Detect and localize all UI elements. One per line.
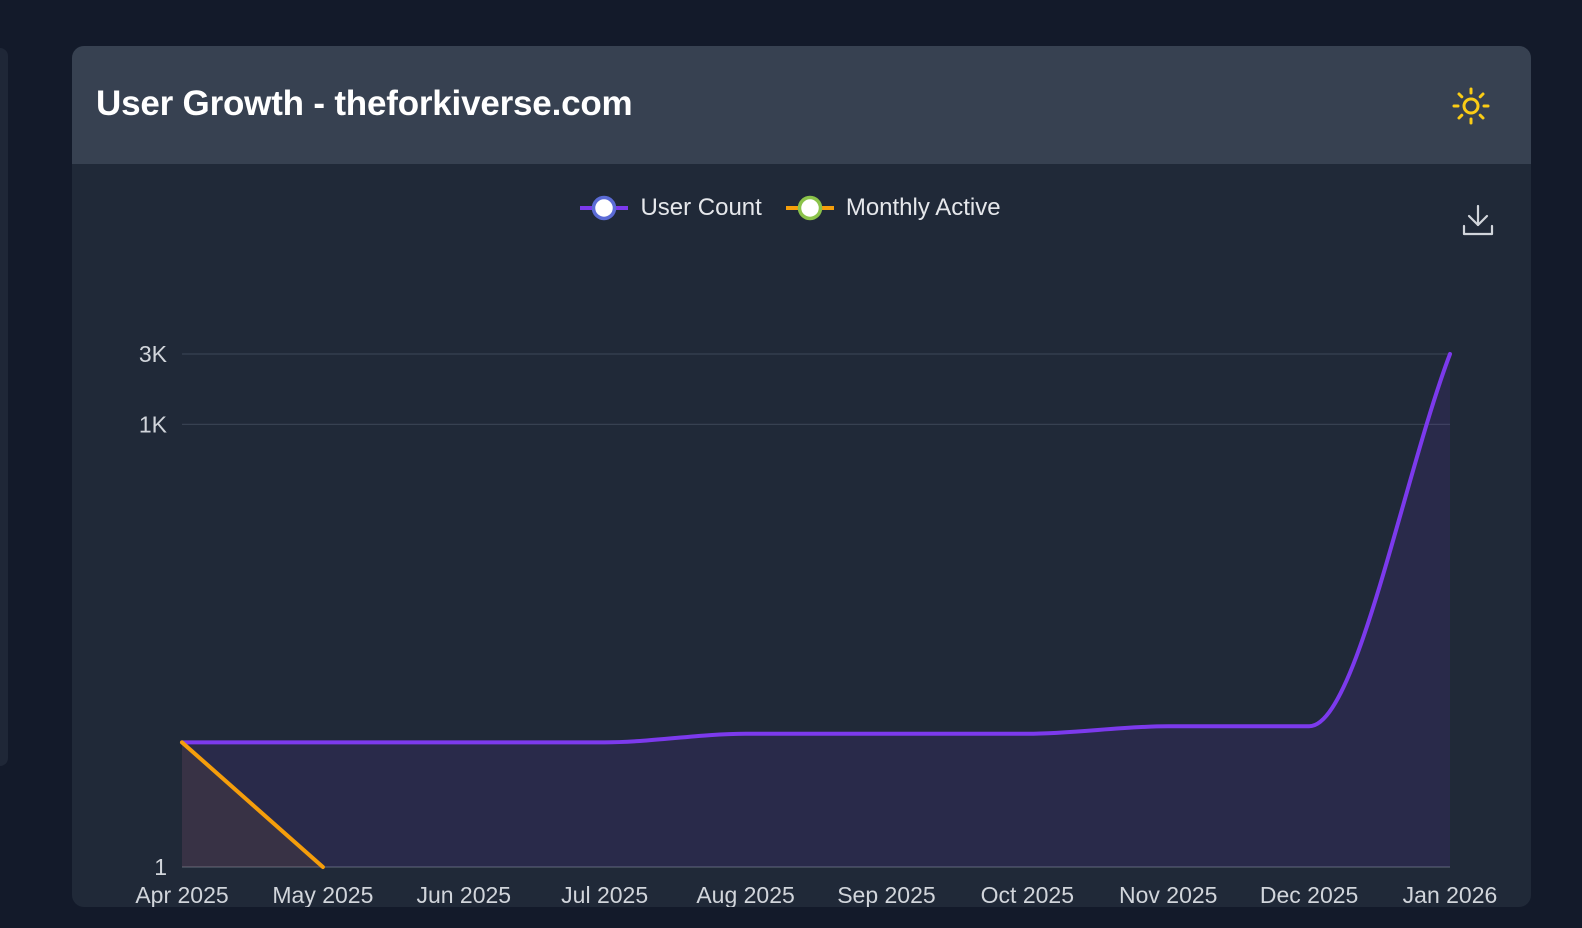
side-panel <box>0 48 8 766</box>
y-axis-ticks: 1 1K 3K <box>139 341 168 880</box>
x-tick-label: Jun 2025 <box>416 882 511 907</box>
x-tick-label: Jul 2025 <box>561 882 648 907</box>
x-tick-label: Oct 2025 <box>981 882 1074 907</box>
x-tick-label: Aug 2025 <box>696 882 794 907</box>
legend-label-monthly-active: Monthly Active <box>845 194 1001 221</box>
legend-marker-user-count <box>580 195 629 221</box>
chart-legend: User Count Monthly Active <box>72 194 1519 222</box>
y-tick-label: 1 <box>154 854 167 880</box>
x-tick-label: May 2025 <box>272 882 373 907</box>
series-line-monthly-active <box>180 740 325 869</box>
download-chart-button[interactable] <box>1460 202 1496 238</box>
line-layer <box>180 352 1452 869</box>
grid-layer <box>182 353 1450 868</box>
legend-label-user-count: User Count <box>640 194 762 221</box>
x-tick-label: Nov 2025 <box>1119 882 1217 907</box>
legend-item-monthly-active[interactable]: Monthly Active <box>784 194 1001 222</box>
series-line-user-count <box>180 352 1452 745</box>
area-user-count <box>182 354 1450 867</box>
sun-icon <box>1452 87 1490 125</box>
card-header: User Growth - theforkiverse.com <box>72 46 1531 164</box>
download-icon <box>1462 204 1494 236</box>
x-tick-label: Apr 2025 <box>135 882 228 907</box>
x-tick-label: Sep 2025 <box>837 882 935 907</box>
area-layer <box>182 354 1450 867</box>
x-tick-label: Jan 2026 <box>1403 882 1498 907</box>
x-axis-ticks: Apr 2025 May 2025 Jun 2025 Jul 2025 Aug 2025… <box>135 882 1497 907</box>
theme-toggle-button[interactable] <box>1451 86 1491 126</box>
card-title: User Growth - theforkiverse.com <box>96 84 633 123</box>
x-tick-label: Dec 2025 <box>1260 882 1358 907</box>
line-chart: 1 1K 3K Apr 2025 May 2025 Jun 2025 Jul 2025 Au… <box>135 341 1497 907</box>
y-tick-label: 1K <box>139 411 168 437</box>
chart-card: User Growth - theforkiverse.com <box>72 46 1531 907</box>
y-tick-label: 3K <box>139 341 168 367</box>
chart-area: 1 1K 3K Apr 2025 May 2025 Jun 2025 Jul 2025 Au… <box>72 164 1531 907</box>
legend-item-user-count[interactable]: User Count <box>578 194 762 222</box>
legend-marker-monthly-active <box>785 195 834 221</box>
